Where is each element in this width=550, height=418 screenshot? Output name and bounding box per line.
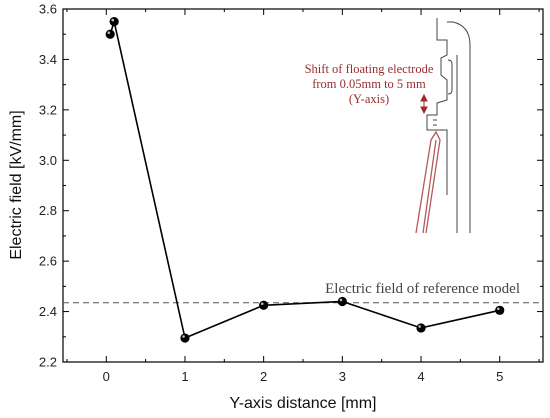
x-tick-label: 1 [181, 369, 188, 384]
plot-frame [62, 8, 544, 363]
data-point-highlight [497, 307, 500, 311]
x-tick-label: 2 [260, 369, 267, 384]
data-point-highlight [111, 18, 115, 22]
data-point-highlight [418, 325, 421, 328]
x-tick-label: 4 [417, 369, 424, 384]
data-point [495, 305, 505, 315]
data-point-highlight [182, 335, 185, 338]
data-point [180, 333, 190, 343]
y-tick-label: 3.0 [39, 153, 57, 168]
y-tick-label: 3.4 [39, 52, 57, 67]
y-tick-label: 2.4 [39, 304, 57, 319]
y-tick-label: 3.6 [39, 2, 57, 17]
data-point-highlight [260, 302, 264, 306]
x-axis-ticks: 0 1 2 3 4 5 [66, 9, 540, 384]
data-point [337, 296, 347, 307]
inset-caption-line-2: from 0.05mm to 5 mm [312, 77, 426, 91]
shift-direction-arrow [420, 93, 428, 115]
data-point [416, 323, 426, 333]
y-axis-title: Electric field [kV/mm] [8, 110, 25, 259]
data-point-highlight [339, 298, 343, 302]
data-point [109, 17, 119, 27]
inset-caption-line-1: Shift of floating electrode [305, 62, 434, 76]
x-tick-label: 3 [339, 369, 346, 384]
floating-electrode-drawing [415, 130, 441, 234]
floating-electrode-inset: Shift of floating electrode from 0.05mm … [305, 18, 471, 234]
y-tick-label: 2.6 [39, 254, 57, 269]
y-tick-label: 2.8 [39, 203, 57, 218]
y-tick-label: 2.2 [39, 355, 57, 370]
y-axis-ticks: 2.2 2.4 2.6 2.8 3.0 3.2 3.4 3.6 [39, 2, 543, 370]
x-axis-title: Y-axis distance [mm] [229, 395, 376, 412]
x-tick-label: 5 [496, 369, 503, 384]
data-point [259, 300, 269, 310]
x-tick-label: 0 [103, 369, 110, 384]
data-point-highlight [107, 31, 111, 35]
data-points [105, 17, 505, 343]
inset-caption-line-3: (Y-axis) [349, 92, 389, 106]
data-point [105, 29, 115, 39]
insulator-structure-drawing [426, 18, 471, 233]
y-tick-label: 3.2 [39, 102, 57, 117]
reference-model-label: Electric field of reference model [325, 281, 520, 297]
